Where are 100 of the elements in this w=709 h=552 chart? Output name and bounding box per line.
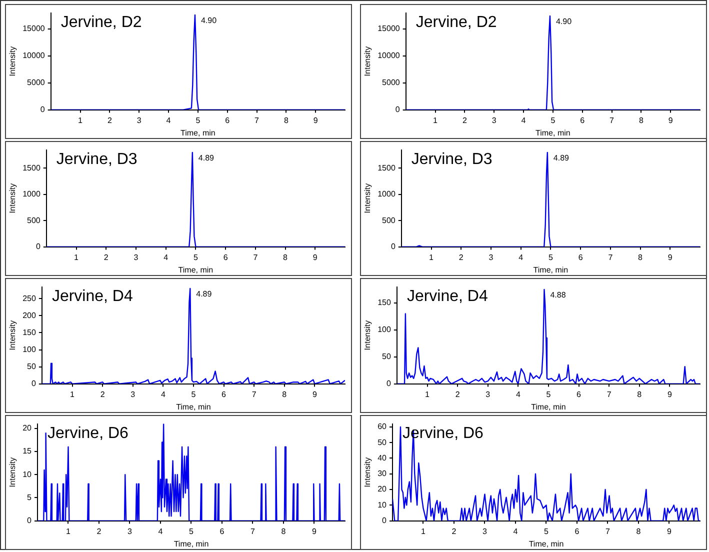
x-tick-label: 7: [254, 116, 260, 125]
x-axis-title: Time, min: [533, 265, 568, 274]
x-tick-label: 2: [455, 390, 460, 399]
x-axis-title: Time, min: [178, 265, 214, 274]
x-tick-label: 6: [576, 390, 582, 399]
chart-title: Jervine, D2: [416, 14, 497, 32]
x-tick-label: 1: [429, 252, 434, 262]
y-axis-title: Intensity: [8, 183, 18, 214]
y-tick-label: 1000: [22, 190, 41, 199]
x-tick-label: 3: [492, 116, 497, 125]
x-tick-label: 6: [223, 252, 228, 262]
x-tick-label: 7: [253, 252, 258, 262]
y-tick-label: 50: [382, 352, 392, 362]
y-tick-label: 150: [378, 298, 392, 308]
y-tick-label: 20: [378, 484, 388, 494]
y-tick-label: 1500: [22, 163, 41, 172]
y-axis-title: Intensity: [8, 320, 18, 350]
x-tick-label: 3: [482, 526, 488, 536]
x-tick-label: 8: [637, 390, 642, 399]
y-tick-label: 5000: [27, 78, 46, 88]
x-tick-label: 1: [425, 390, 430, 399]
y-tick-label: 50: [378, 438, 388, 447]
x-tick-label: 5: [196, 116, 201, 125]
x-tick-label: 7: [606, 390, 612, 399]
y-tick-label: 40: [378, 453, 388, 462]
x-tick-label: 1: [421, 526, 426, 536]
y-tick-label: 0: [382, 516, 388, 526]
x-tick-label: 9: [668, 252, 673, 262]
y-tick-label: 0: [390, 242, 396, 252]
y-tick-label: 15000: [378, 24, 400, 34]
x-tick-label: 9: [667, 526, 672, 536]
y-tick-label: 10000: [378, 51, 400, 60]
x-axis-title: Time, min: [174, 539, 209, 548]
annotation: 4.90: [200, 16, 218, 26]
y-axis-title: Intensity: [363, 183, 372, 214]
x-tick-label: 6: [222, 390, 227, 399]
x-tick-label: 8: [638, 116, 644, 125]
x-tick-label: 8: [281, 526, 286, 536]
y-tick-label: 15: [22, 446, 32, 456]
x-tick-label: 6: [225, 116, 230, 125]
x-tick-label: 5: [193, 252, 198, 262]
x-tick-label: 9: [312, 390, 318, 399]
x-tick-label: 8: [282, 390, 288, 399]
x-tick-label: 8: [638, 252, 644, 262]
y-tick-label: 1000: [378, 190, 396, 199]
x-tick-label: 5: [546, 390, 552, 399]
y-axis-title: Intensity: [8, 457, 18, 488]
y-tick-label: 5000: [382, 78, 400, 88]
x-tick-label: 5: [548, 252, 554, 262]
x-tick-label: 4: [516, 390, 521, 399]
x-axis-title: Time, min: [536, 128, 570, 138]
x-tick-label: 4: [158, 526, 164, 536]
y-tick-label: 150: [22, 328, 36, 337]
x-tick-label: 5: [544, 526, 550, 536]
x-tick-label: 2: [104, 252, 109, 262]
x-axis-title: Time, min: [531, 402, 566, 412]
x-tick-label: 5: [550, 116, 556, 125]
y-axis-title: Intensity: [363, 320, 372, 350]
x-tick-label: 6: [220, 526, 225, 536]
chart-title: Jervine, D4: [406, 288, 488, 306]
y-tick-label: 20: [22, 424, 32, 433]
x-tick-label: 3: [486, 390, 491, 399]
y-tick-label: 10: [22, 470, 32, 479]
y-tick-label: 0: [386, 379, 392, 388]
x-tick-label: 9: [312, 252, 318, 262]
y-tick-label: 1500: [378, 163, 396, 172]
x-tick-label: 9: [667, 390, 672, 399]
y-tick-label: 100: [378, 325, 392, 334]
y-tick-label: 500: [382, 216, 396, 225]
chart-title: Jervine, D3: [56, 151, 138, 168]
x-tick-label: 8: [283, 252, 288, 262]
y-tick-label: 0: [36, 242, 41, 252]
y-axis-title: Intensity: [8, 46, 18, 76]
chart-title: Jervine, D6: [48, 425, 129, 442]
x-tick-label: 3: [130, 390, 136, 399]
y-tick-label: 30: [378, 469, 388, 478]
x-tick-label: 9: [668, 116, 674, 125]
x-tick-label: 7: [252, 390, 257, 399]
x-tick-label: 9: [313, 116, 318, 125]
x-tick-label: 2: [458, 252, 464, 262]
y-tick-label: 0: [31, 379, 36, 388]
y-tick-label: 500: [27, 216, 41, 225]
y-tick-label: 10000: [22, 51, 46, 60]
y-tick-label: 15000: [22, 24, 46, 34]
x-axis-title: Time, min: [528, 539, 564, 548]
x-tick-label: 4: [513, 526, 518, 536]
y-axis-title: Intensity: [363, 457, 372, 488]
y-tick-label: 5: [27, 492, 32, 502]
y-tick-label: 200: [22, 310, 36, 320]
x-tick-label: 3: [488, 252, 494, 262]
x-tick-label: 2: [96, 526, 102, 536]
x-tick-label: 9: [312, 526, 318, 536]
y-axis-title: Intensity: [363, 46, 372, 76]
x-tick-label: 1: [78, 116, 84, 125]
x-tick-label: 4: [166, 116, 172, 125]
x-tick-label: 6: [580, 116, 586, 125]
x-tick-label: 4: [518, 252, 524, 262]
y-tick-label: 250: [22, 294, 36, 303]
x-tick-label: 2: [452, 526, 457, 536]
annotation: 4.89: [198, 154, 215, 163]
